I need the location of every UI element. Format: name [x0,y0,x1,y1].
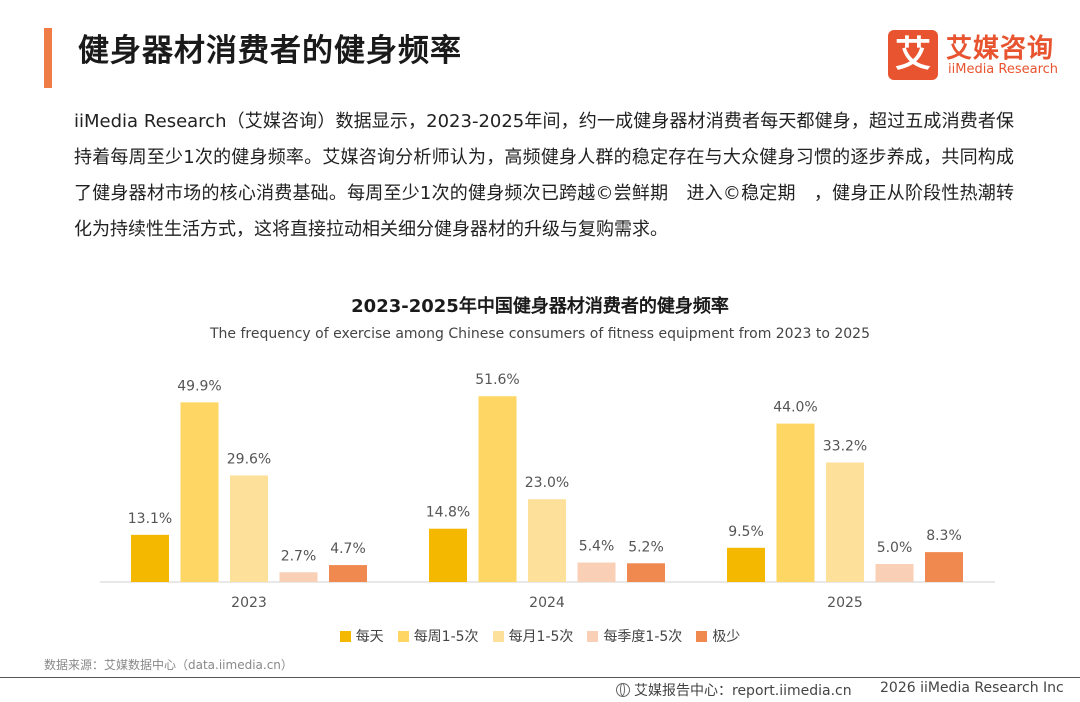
legend-label: 每天 [355,629,384,645]
data-source: 数据来源：艾媒数据中心（data.iimedia.cn） [44,658,293,672]
bar-2024-4 [627,563,665,582]
bar-2023-2 [230,475,268,582]
data-label-2024-2: 23.0% [525,475,569,491]
bar-2024-0 [429,528,467,582]
logo-name-cn: 艾媒咨询 [946,34,1055,64]
legend-swatch [587,630,599,642]
bar-2024-1 [478,396,517,582]
x-tick-label-2023: 2023 [231,595,267,611]
legend-swatch [492,630,504,642]
bar-2023-3 [279,572,318,582]
legend-label: 每周1-5次 [413,629,479,645]
page-title: 健身器材消费者的健身频率 [78,33,462,69]
legend-label: 极少 [712,629,741,645]
legend-swatch [397,630,409,642]
x-tick-label-2025: 2025 [827,595,863,611]
summary-paragraph: iiMedia Research（艾媒咨询）数据显示，2023-2025年间，约… [74,111,1014,240]
data-label-2023-1: 49.9% [177,378,221,394]
data-label-2024-3: 5.4% [579,539,615,555]
brand-logo: 艾 艾媒咨询 iiMedia Research [888,30,1064,82]
data-label-2024-0: 14.8% [426,505,470,521]
legend-item-2: 每月1-5次 [492,626,574,646]
data-label-2023-0: 13.1% [128,511,172,527]
chart-legend: 每天 每周1-5次 每月1-5次 每季度1-5次 极少 [0,626,1080,646]
legend-label: 每季度1-5次 [603,629,683,645]
bar-2025-4 [925,552,963,582]
data-label-2024-1: 51.6% [475,372,519,388]
data-label-2025-0: 9.5% [728,524,764,540]
bar-2025-2 [826,462,864,582]
data-label-2025-1: 44.0% [773,400,817,416]
bar-2023-4 [329,565,367,582]
legend-item-0: 每天 [339,626,384,646]
logo-icon: 艾 [888,30,938,80]
footer-divider [0,677,1080,678]
legend-swatch [696,630,708,642]
chart-title: 2023-2025年中国健身器材消费者的健身频率 [351,296,729,317]
bar-chart: 13.1% 49.9% 29.6% 2.7% 4.7% 2023 14.8% 51.6% 23.… [100,372,995,611]
legend-label: 每月1-5次 [508,629,574,645]
bar-2025-1 [776,423,815,582]
data-label-2025-2: 33.2% [823,438,867,454]
legend-item-3: 每季度1-5次 [587,626,682,646]
bar-2023-0 [131,534,169,582]
report-site-text: 艾媒报告中心：report.iimedia.cn [634,683,852,699]
bar-2025-3 [875,564,914,582]
data-label-2023-4: 4.7% [330,541,366,557]
data-label-2023-3: 2.7% [281,548,317,564]
data-label-2025-3: 5.0% [877,540,913,556]
chart-subtitle: The frequency of exercise among Chinese … [210,326,870,342]
logo-name-en: iiMedia Research [948,62,1059,77]
bar-2024-2 [528,499,566,582]
globe-icon [616,683,630,697]
legend-swatch [339,630,351,642]
data-label-2023-2: 29.6% [227,451,271,467]
legend-item-1: 每周1-5次 [397,626,479,646]
data-label-2024-4: 5.2% [628,539,664,555]
footer-copyright: 2026 iiMedia Research Inc [880,680,1064,696]
data-label-2025-4: 8.3% [926,528,962,544]
title-accent-bar [44,28,52,88]
footer-report-site: 艾媒报告中心：report.iimedia.cn [616,680,852,700]
bar-2023-1 [180,402,219,582]
x-tick-label-2024: 2024 [529,595,565,611]
bar-2024-3 [577,562,616,582]
bar-2025-0 [727,547,765,582]
legend-item-4: 极少 [696,626,740,646]
